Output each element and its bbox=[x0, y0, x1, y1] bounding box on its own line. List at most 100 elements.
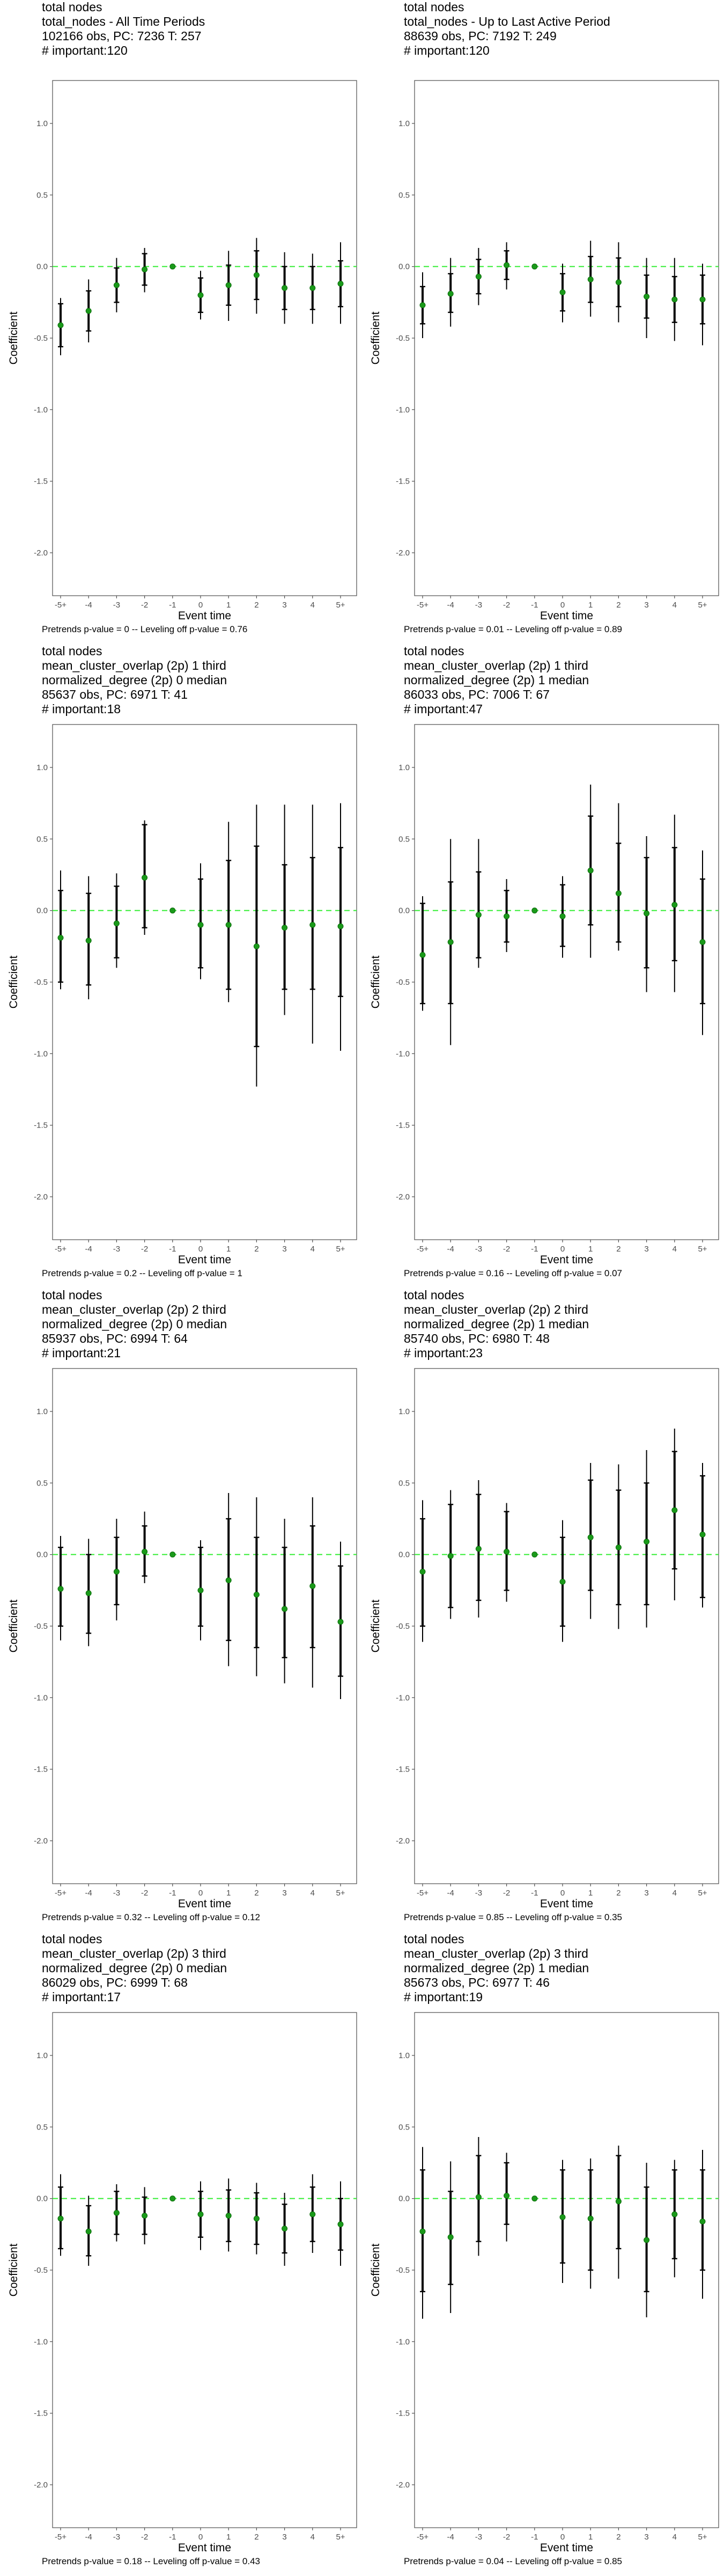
coefficient-point bbox=[337, 2221, 344, 2228]
x-tick-label: 3 bbox=[282, 601, 286, 610]
chart-title-line: 86033 obs, PC: 7006 T: 67 bbox=[404, 687, 550, 701]
y-axis-label: Coefficient bbox=[370, 311, 382, 364]
x-tick-label: 5+ bbox=[698, 2533, 707, 2542]
estimate--5+ bbox=[57, 1536, 64, 1641]
chart-title-line: 85937 obs, PC: 6994 T: 64 bbox=[42, 1331, 188, 1345]
coefficient-point bbox=[644, 1539, 650, 1545]
estimate--2 bbox=[504, 242, 510, 290]
y-tick-label: 0.0 bbox=[36, 1550, 48, 1560]
y-tick-label: 0.5 bbox=[36, 1479, 48, 1488]
plot-frame bbox=[414, 80, 719, 596]
y-axis-label: Coefficient bbox=[370, 955, 382, 1008]
coefficient-point bbox=[447, 2234, 454, 2241]
estimate-1 bbox=[587, 785, 594, 958]
coefficient-point bbox=[225, 2213, 232, 2219]
coefficient-point bbox=[504, 913, 510, 919]
coefficient-point bbox=[475, 912, 482, 918]
coefficient-point bbox=[282, 925, 288, 931]
coefficient-point bbox=[169, 264, 176, 270]
x-tick-label: 1 bbox=[588, 1889, 593, 1898]
chart-title-line: 85637 obs, PC: 6971 T: 41 bbox=[42, 687, 188, 701]
x-tick-label: -5+ bbox=[55, 2533, 67, 2542]
y-tick-label: 1.0 bbox=[36, 119, 48, 128]
y-tick-label: 1.0 bbox=[398, 763, 410, 772]
x-tick-label: -1 bbox=[531, 1245, 538, 1254]
x-tick-label: 4 bbox=[311, 2533, 315, 2542]
y-tick-label: -0.5 bbox=[34, 1622, 48, 1631]
estimate-5+ bbox=[699, 850, 706, 1035]
estimate--5+ bbox=[419, 1500, 426, 1642]
y-tick-label: -0.5 bbox=[396, 2266, 410, 2275]
y-axis-label: Coefficient bbox=[8, 311, 20, 364]
plot-frame bbox=[52, 1368, 357, 1884]
x-tick-label: -3 bbox=[475, 601, 482, 610]
chart-title-line: mean_cluster_overlap (2p) 3 third bbox=[404, 1946, 588, 1960]
x-axis-label: Event time bbox=[540, 610, 593, 622]
estimate--4 bbox=[85, 279, 92, 342]
y-tick-label: 0.5 bbox=[398, 835, 410, 844]
coefficient-point bbox=[699, 939, 706, 945]
estimate--1 bbox=[169, 1552, 176, 1558]
y-tick-label: -0.5 bbox=[34, 2266, 48, 2275]
chart-title-line: # important:120 bbox=[42, 43, 128, 57]
coefficient-point bbox=[197, 921, 204, 928]
coefficient-point bbox=[615, 890, 622, 897]
chart-title-line: normalized_degree (2p) 1 median bbox=[404, 1317, 589, 1331]
coefficient-point bbox=[85, 2228, 92, 2235]
coefficient-point bbox=[531, 1552, 538, 1558]
estimate-0 bbox=[197, 1540, 204, 1641]
chart-title: total nodes mean_cluster_overlap (2p) 2 t… bbox=[404, 1288, 589, 1360]
x-tick-label: 4 bbox=[673, 1245, 677, 1254]
x-tick-label: 2 bbox=[616, 1245, 620, 1254]
estimate-1 bbox=[587, 2158, 594, 2289]
chart-title: total nodes mean_cluster_overlap (2p) 3 t… bbox=[404, 1932, 589, 2004]
chart-title-line: total_nodes - All Time Periods bbox=[42, 14, 205, 28]
estimate--4 bbox=[85, 1539, 92, 1646]
estimate-0 bbox=[197, 270, 204, 320]
estimate-1 bbox=[225, 822, 232, 1002]
coefficient-point bbox=[447, 290, 454, 297]
x-tick-label: 3 bbox=[644, 601, 648, 610]
y-tick-label: -1.5 bbox=[396, 1765, 410, 1774]
estimate-0 bbox=[197, 863, 204, 979]
chart-title: total nodes mean_cluster_overlap (2p) 2 t… bbox=[42, 1288, 227, 1360]
y-tick-label: 0.5 bbox=[398, 2123, 410, 2132]
chart-title-line: normalized_degree (2p) 1 median bbox=[404, 673, 589, 687]
coefficient-point bbox=[504, 262, 510, 268]
y-tick-label: -1.5 bbox=[396, 2409, 410, 2418]
estimate-3 bbox=[282, 252, 288, 324]
estimate-4 bbox=[671, 2160, 678, 2278]
coefficient-point bbox=[309, 921, 316, 928]
x-tick-label: 3 bbox=[282, 1889, 286, 1898]
x-axis-label: Event time bbox=[540, 1898, 593, 1910]
estimate-3 bbox=[644, 258, 650, 338]
y-tick-label: 0.5 bbox=[398, 191, 410, 200]
estimate-4 bbox=[309, 1497, 316, 1688]
p-value-caption: Pretrends p-value = 0.18 -- Leveling off… bbox=[42, 2556, 260, 2566]
x-tick-label: 0 bbox=[560, 1245, 565, 1254]
x-tick-label: 0 bbox=[198, 601, 203, 610]
coefficient-point bbox=[419, 2228, 426, 2235]
coefficient-point bbox=[309, 2211, 316, 2218]
coefficient-point bbox=[253, 2215, 260, 2222]
x-tick-label: -4 bbox=[447, 601, 454, 610]
y-tick-label: -2.0 bbox=[396, 2480, 410, 2490]
chart-plot: 1.0 0.5 0.0 -0.5 -1.0 -1.5 -2.0 -5+ -4 -3 -2 -1 0 1 2 3… bbox=[370, 1368, 719, 1910]
y-tick-label: -2.0 bbox=[396, 548, 410, 558]
x-tick-label: 1 bbox=[226, 1889, 231, 1898]
plot-frame bbox=[414, 2012, 719, 2528]
estimate-2 bbox=[615, 1464, 622, 1629]
chart-title-line: # important:21 bbox=[42, 1346, 121, 1360]
coefficient-point bbox=[587, 276, 594, 283]
x-tick-label: -4 bbox=[85, 601, 92, 610]
y-tick-label: -1.0 bbox=[396, 405, 410, 414]
x-tick-label: -5+ bbox=[417, 1245, 429, 1254]
x-tick-label: 1 bbox=[226, 2533, 231, 2542]
x-axis-label: Event time bbox=[540, 2542, 593, 2554]
x-tick-label: -3 bbox=[113, 2533, 120, 2542]
coefficient-point bbox=[169, 1552, 176, 1558]
y-tick-label: -1.5 bbox=[34, 1765, 48, 1774]
y-tick-label: 0.0 bbox=[398, 2194, 410, 2204]
estimate-3 bbox=[282, 2193, 288, 2266]
estimate-1 bbox=[225, 1493, 232, 1666]
